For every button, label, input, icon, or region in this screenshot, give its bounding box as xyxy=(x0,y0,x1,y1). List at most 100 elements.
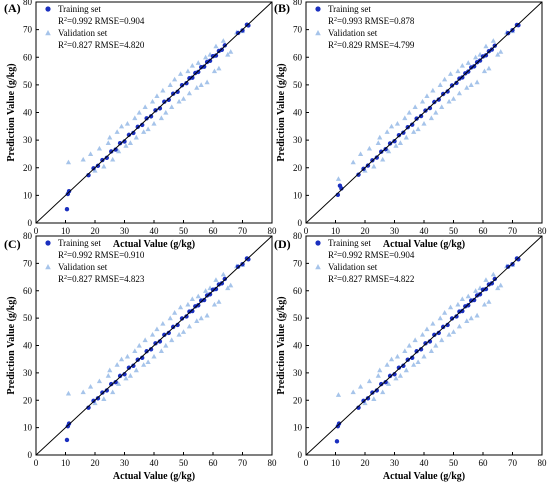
validation-point xyxy=(216,65,222,71)
panel-label: (D) xyxy=(274,237,291,251)
x-tick-label: 70 xyxy=(508,226,518,236)
training-point xyxy=(449,83,455,88)
validation-point xyxy=(110,156,116,162)
legend-training-label: Training set xyxy=(58,238,101,248)
y-tick-label: 40 xyxy=(293,108,303,118)
validation-point xyxy=(455,68,461,74)
validation-point xyxy=(439,337,445,343)
x-tick-label: 60 xyxy=(209,458,219,468)
y-tick-label: 70 xyxy=(293,25,303,35)
training-point xyxy=(516,257,521,262)
legend-validation-label: Validation set xyxy=(58,262,108,272)
training-point xyxy=(66,189,72,194)
validation-point xyxy=(428,348,434,354)
validation-point xyxy=(446,331,452,337)
validation-point xyxy=(377,367,383,373)
training-point xyxy=(196,303,201,308)
validation-point xyxy=(180,329,187,334)
validation-point xyxy=(357,383,364,389)
training-point xyxy=(131,363,136,368)
validation-point xyxy=(450,96,457,101)
x-tick-label: 0 xyxy=(304,226,309,236)
validation-point xyxy=(225,51,231,57)
y-tick-label: 80 xyxy=(293,231,303,241)
x-tick-label: 70 xyxy=(238,458,248,468)
validation-point xyxy=(228,282,234,288)
legend-training-label: Training set xyxy=(328,238,371,248)
validation-point xyxy=(158,115,164,121)
y-axis-label: Prediction Value (g/kg) xyxy=(6,63,17,161)
validation-point xyxy=(403,134,409,140)
y-tick-label: 50 xyxy=(293,80,303,90)
legend-training-marker xyxy=(315,6,321,12)
y-tick-label: 0 xyxy=(28,450,33,460)
validation-point xyxy=(142,337,148,343)
training-point xyxy=(190,308,195,314)
training-point xyxy=(148,114,154,119)
training-point xyxy=(387,373,393,379)
training-point xyxy=(122,139,127,144)
validation-point xyxy=(474,79,480,85)
training-point xyxy=(109,149,114,154)
validation-point xyxy=(145,126,151,132)
training-point xyxy=(175,322,180,328)
validation-point xyxy=(123,375,129,381)
validation-point xyxy=(380,389,386,395)
validation-point xyxy=(204,312,210,318)
validation-point xyxy=(189,296,195,302)
validation-point xyxy=(380,156,386,162)
y-tick-label: 30 xyxy=(23,368,33,378)
validation-point xyxy=(96,145,103,151)
training-point xyxy=(95,396,101,401)
training-point xyxy=(460,308,465,314)
y-tick-label: 80 xyxy=(293,0,303,7)
validation-point xyxy=(87,151,94,157)
y-tick-label: 20 xyxy=(293,395,303,405)
training-point xyxy=(356,405,361,410)
validation-point xyxy=(228,49,234,54)
validation-point xyxy=(442,310,448,315)
validation-point xyxy=(393,375,399,381)
x-tick-label: 0 xyxy=(304,458,309,468)
validation-point xyxy=(145,359,151,365)
validation-point xyxy=(424,326,430,332)
validation-point xyxy=(151,353,157,359)
validation-point xyxy=(154,93,160,99)
legend-training-stats: R2=0.992 RMSE=0.904 xyxy=(328,250,415,260)
y-tick-label: 50 xyxy=(293,313,303,323)
validation-point xyxy=(439,104,445,110)
validation-point xyxy=(419,98,426,104)
legend-training-marker xyxy=(315,240,321,246)
validation-point xyxy=(160,87,166,93)
validation-point xyxy=(495,51,501,57)
training-point xyxy=(64,206,70,212)
validation-point xyxy=(118,123,125,129)
validation-point xyxy=(442,76,448,82)
validation-point xyxy=(220,38,226,43)
x-axis-label: Actual Value (g/kg) xyxy=(113,471,195,482)
validation-point xyxy=(412,337,418,343)
x-tick-label: 50 xyxy=(449,226,459,236)
x-tick-label: 40 xyxy=(150,458,160,468)
training-point xyxy=(117,373,123,379)
training-point xyxy=(418,113,424,119)
x-tick-label: 80 xyxy=(538,226,548,236)
x-tick-label: 20 xyxy=(91,226,101,236)
training-point xyxy=(334,439,340,444)
training-point xyxy=(436,97,441,102)
training-point xyxy=(414,349,419,354)
validation-point xyxy=(415,359,421,365)
training-point xyxy=(471,297,477,303)
validation-point xyxy=(411,129,417,134)
x-tick-label: 30 xyxy=(390,458,400,468)
panel-label: (C) xyxy=(4,237,21,251)
validation-point xyxy=(465,293,471,299)
x-tick-label: 60 xyxy=(209,226,219,236)
validation-point xyxy=(421,353,427,359)
validation-point xyxy=(465,60,471,65)
validation-point xyxy=(350,389,356,395)
validation-point xyxy=(437,82,443,87)
validation-point xyxy=(386,381,392,386)
legend-validation-marker xyxy=(45,264,51,270)
